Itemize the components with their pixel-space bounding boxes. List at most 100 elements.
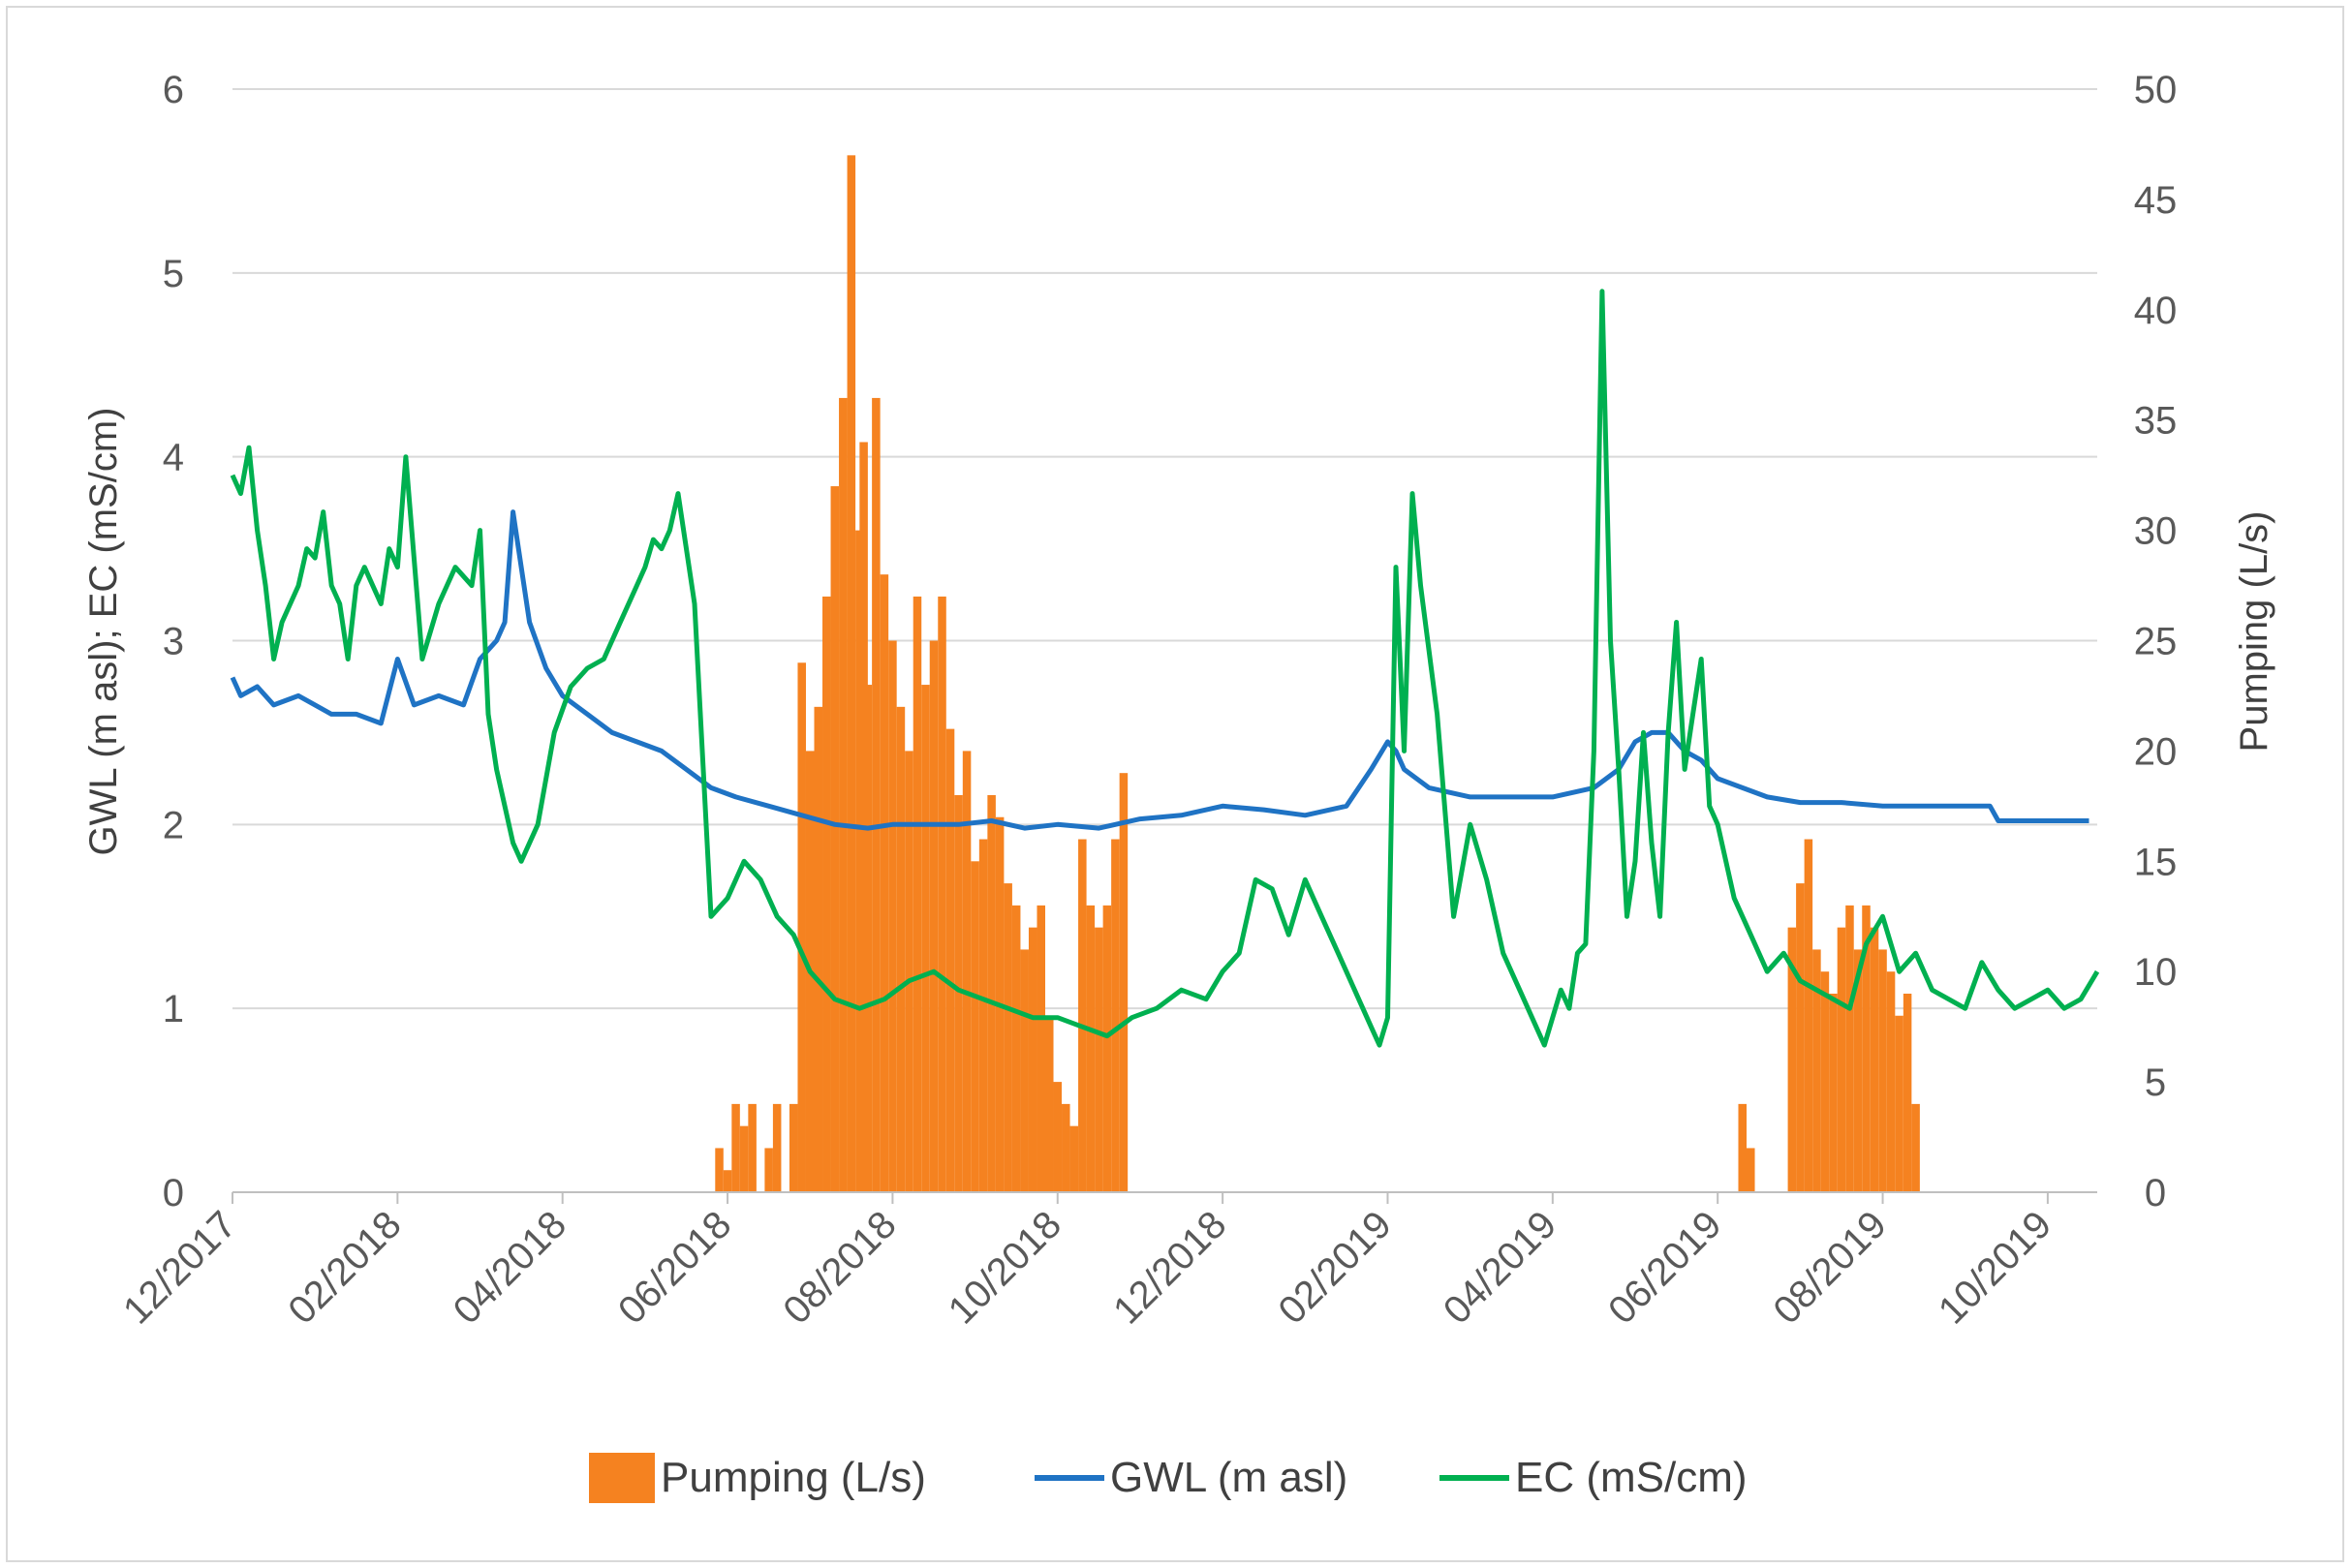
legend-label-ec: EC (mS/cm) [1515,1454,1748,1501]
y-right-tick-label: 35 [2134,400,2178,443]
y-right-tick-label: 30 [2134,510,2178,553]
chart-frame [6,6,2344,1562]
pumping-bar [945,728,955,1192]
pumping-bar [1895,1015,1903,1192]
pumping-bar [1812,949,1821,1192]
x-tick-label: 02/2019 [1270,1203,1399,1332]
pumping-bar [1119,773,1129,1192]
pumping-bar [872,397,881,1192]
pumping-bar [1062,1103,1070,1192]
legend-label-gwl: GWL (m asl) [1110,1454,1347,1501]
pumping-bar [888,640,897,1192]
legend-label-pumping: Pumping (L/s) [661,1454,926,1501]
series-lines [230,289,2100,1048]
y-right-tick-label: 25 [2134,621,2178,663]
pumping-bar [1086,905,1096,1192]
pumping-bar [1878,949,1887,1192]
pumping-bar [921,685,930,1192]
pumping-bar [772,1103,782,1192]
pumping-bar [748,1103,757,1192]
pumping-bar [1787,927,1797,1192]
pumping-bar [863,685,873,1192]
y-right-axis-title: Pumping (L/s) [2233,511,2275,753]
pumping-bar [1095,927,1103,1192]
pumping-bar [913,596,922,1192]
pumping-bar [1044,1015,1054,1192]
pumping-bar [1102,905,1112,1192]
pumping-bar [1004,883,1012,1192]
pumping-bar [1738,1103,1747,1192]
x-tick-label: 08/2018 [775,1203,904,1332]
y-right-tick-label: 40 [2134,290,2178,332]
pumping-bar [1037,905,1045,1192]
pumping-bar [1820,971,1830,1192]
pumping-bar [797,662,806,1192]
pumping-bar [1853,949,1863,1192]
y-right-tick-label: 10 [2134,951,2178,994]
legend: Pumping (L/s) GWL (m asl) EC (mS/cm) [589,1453,1748,1503]
pumping-bar [962,751,972,1192]
x-tick-label: 08/2019 [1766,1203,1895,1332]
pumping-bar [896,706,906,1192]
pumping-bar [1020,949,1029,1192]
legend-swatch-pumping [589,1453,655,1503]
pumping-bars [715,155,1920,1193]
pumping-bar [1886,971,1896,1192]
y-left-tick-label: 6 [163,69,184,111]
y-left-tick-label: 0 [163,1172,184,1214]
ec-line [230,289,2100,1048]
pumping-bar [1028,927,1037,1192]
gridlines [232,88,2097,1010]
y-right-tick-label: 20 [2134,730,2178,773]
y-left-tick-label: 1 [163,988,184,1030]
pumping-bar [1837,927,1846,1192]
pumping-bar [1746,1148,1755,1192]
y-right-tick-label: 0 [2145,1172,2166,1214]
pumping-bar [880,574,889,1192]
gwl-line [230,509,2089,831]
pumping-bar [1069,1125,1079,1192]
pumping-bar [978,839,988,1192]
x-tick-label: 04/2018 [446,1203,574,1332]
pumping-bar [905,751,913,1192]
pumping-bar [1911,1103,1920,1192]
y-left-tick-label: 5 [163,253,184,295]
pumping-bar [1845,905,1854,1192]
pumping-bar [1862,905,1871,1192]
x-tick-label: 12/2018 [1105,1203,1234,1332]
y-left-tick-label: 2 [163,804,184,846]
pumping-bar [789,1103,798,1192]
y-right-tick-label: 5 [2145,1061,2166,1104]
y-right-tick-label: 15 [2134,841,2178,883]
x-tick-label: 06/2019 [1600,1203,1729,1332]
pumping-bar [764,1148,773,1192]
y-left-tick-label: 3 [163,621,184,663]
pumping-bar [814,706,823,1192]
pumping-bar [1796,883,1805,1192]
pumping-bar [938,596,946,1192]
pumping-bar [1111,839,1120,1192]
pumping-bar [723,1170,732,1192]
pumping-bar [1078,839,1087,1192]
y-right-tick-label: 50 [2134,69,2178,111]
pumping-bar [822,596,831,1192]
y-right-tick-label: 45 [2134,179,2178,222]
y-left-axis-title: GWL (m asl); EC (mS/cm) [82,408,125,856]
pumping-bar [739,1125,749,1192]
pumping-bar [1011,905,1021,1192]
pumping-bar [971,861,979,1192]
x-tick-label: 12/2017 [115,1203,244,1332]
pumping-bar [847,155,856,1193]
y-left-tick-label: 4 [163,437,184,479]
pumping-bar [1870,927,1879,1192]
pumping-bar [1804,839,1813,1192]
pumping-bar [715,1148,724,1192]
x-tick-label: 06/2018 [610,1203,739,1332]
pumping-bar [929,640,939,1192]
pumping-bar [1903,993,1912,1192]
pumping-bar [731,1103,740,1192]
pumping-bar [1829,993,1838,1192]
x-tick-label: 04/2019 [1436,1203,1564,1332]
x-tick-label: 02/2018 [280,1203,409,1332]
